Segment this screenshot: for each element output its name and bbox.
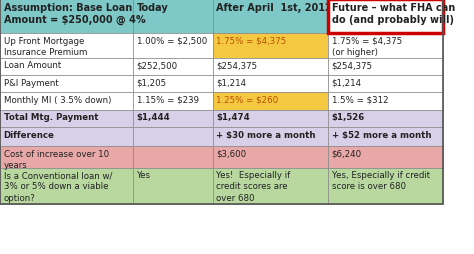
Text: Difference: Difference [3, 130, 55, 139]
Text: + $30 more a month: + $30 more a month [216, 130, 316, 139]
FancyBboxPatch shape [213, 34, 328, 58]
Text: Is a Conventional loan w/
3% or 5% down a viable
option?: Is a Conventional loan w/ 3% or 5% down … [3, 171, 112, 202]
Text: $1,205: $1,205 [137, 78, 167, 87]
FancyBboxPatch shape [328, 0, 443, 34]
FancyBboxPatch shape [213, 110, 328, 128]
FancyBboxPatch shape [328, 76, 443, 93]
FancyBboxPatch shape [328, 128, 443, 147]
Text: $6,240: $6,240 [332, 149, 362, 158]
Text: $3,600: $3,600 [216, 149, 246, 158]
FancyBboxPatch shape [0, 0, 133, 34]
FancyBboxPatch shape [133, 76, 213, 93]
FancyBboxPatch shape [213, 93, 328, 110]
FancyBboxPatch shape [328, 147, 443, 168]
Text: Loan Amount: Loan Amount [3, 61, 61, 70]
Text: Yes, Especially if credit
score is over 680: Yes, Especially if credit score is over … [332, 171, 430, 191]
Text: 1.25% = $260: 1.25% = $260 [216, 96, 278, 104]
Text: $254,375: $254,375 [216, 61, 257, 70]
FancyBboxPatch shape [133, 168, 213, 204]
FancyBboxPatch shape [213, 76, 328, 93]
FancyBboxPatch shape [133, 110, 213, 128]
FancyBboxPatch shape [328, 93, 443, 110]
Text: $1,214: $1,214 [216, 78, 246, 87]
Text: $1,214: $1,214 [332, 78, 362, 87]
Text: Cost of increase over 10
years: Cost of increase over 10 years [3, 149, 109, 169]
FancyBboxPatch shape [0, 168, 133, 204]
FancyBboxPatch shape [0, 128, 133, 147]
Text: Monthly MI ( 3.5% down): Monthly MI ( 3.5% down) [3, 96, 111, 104]
FancyBboxPatch shape [133, 128, 213, 147]
FancyBboxPatch shape [0, 93, 133, 110]
FancyBboxPatch shape [213, 168, 328, 204]
Text: Total Mtg. Payment: Total Mtg. Payment [3, 113, 98, 122]
Text: $252,500: $252,500 [137, 61, 178, 70]
Text: Up Front Mortgage
Insurance Premium: Up Front Mortgage Insurance Premium [3, 37, 87, 57]
FancyBboxPatch shape [328, 34, 443, 58]
Text: Yes: Yes [137, 171, 151, 180]
Text: 1.75% = $4,375: 1.75% = $4,375 [216, 37, 287, 46]
FancyBboxPatch shape [213, 58, 328, 76]
FancyBboxPatch shape [0, 147, 133, 168]
Text: After April  1st, 2012: After April 1st, 2012 [216, 3, 332, 12]
Text: 1.5% = $312: 1.5% = $312 [332, 96, 388, 104]
Text: Today: Today [137, 3, 168, 12]
Text: + $52 more a month: + $52 more a month [332, 130, 431, 139]
FancyBboxPatch shape [133, 147, 213, 168]
FancyBboxPatch shape [0, 110, 133, 128]
FancyBboxPatch shape [0, 76, 133, 93]
FancyBboxPatch shape [133, 58, 213, 76]
FancyBboxPatch shape [133, 34, 213, 58]
Text: 1.75% = $4,375
(or higher): 1.75% = $4,375 (or higher) [332, 37, 402, 57]
Text: $254,375: $254,375 [332, 61, 373, 70]
FancyBboxPatch shape [328, 110, 443, 128]
Text: $1,444: $1,444 [137, 113, 170, 122]
FancyBboxPatch shape [133, 0, 213, 34]
Text: Yes!  Especially if
credit scores are
over 680: Yes! Especially if credit scores are ove… [216, 171, 291, 202]
FancyBboxPatch shape [213, 0, 328, 34]
Text: $1,474: $1,474 [216, 113, 250, 122]
FancyBboxPatch shape [0, 34, 133, 58]
Text: Future – what FHA can
do (and probably will): Future – what FHA can do (and probably w… [332, 3, 455, 25]
FancyBboxPatch shape [328, 168, 443, 204]
FancyBboxPatch shape [213, 128, 328, 147]
Text: Assumption: Base Loan
Amount = $250,000 @ 4%: Assumption: Base Loan Amount = $250,000 … [3, 3, 145, 25]
FancyBboxPatch shape [133, 93, 213, 110]
FancyBboxPatch shape [213, 147, 328, 168]
Text: 1.15% = $239: 1.15% = $239 [137, 96, 199, 104]
FancyBboxPatch shape [0, 58, 133, 76]
FancyBboxPatch shape [328, 58, 443, 76]
Text: $1,526: $1,526 [332, 113, 365, 122]
Text: 1.00% = $2,500: 1.00% = $2,500 [137, 37, 207, 46]
Text: P&I Payment: P&I Payment [3, 78, 58, 87]
